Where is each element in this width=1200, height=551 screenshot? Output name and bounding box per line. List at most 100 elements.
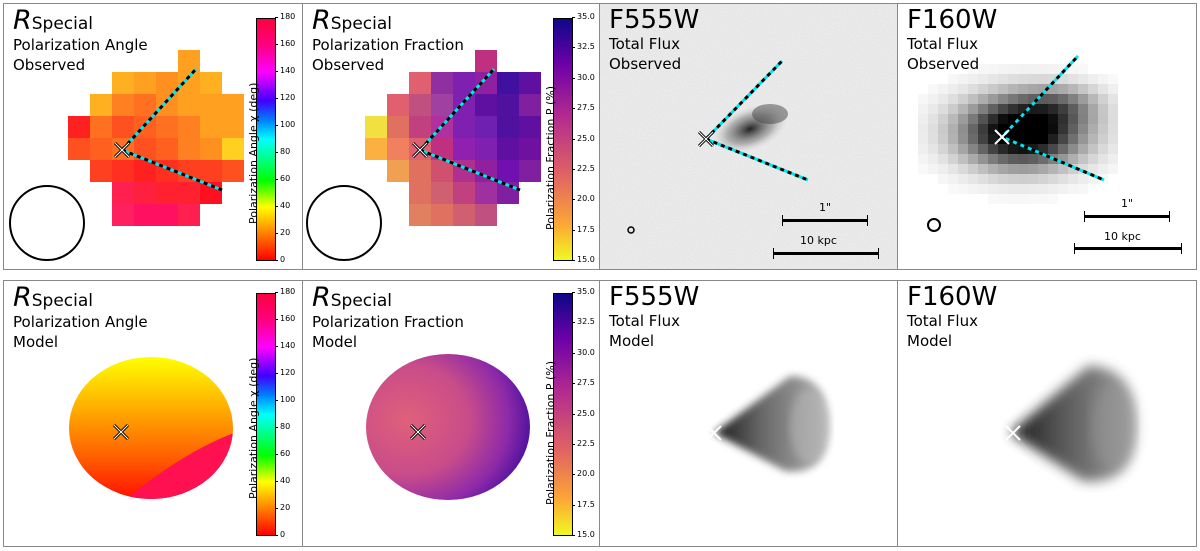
nucleus-marker bbox=[112, 423, 130, 441]
pixel bbox=[1018, 154, 1028, 164]
pixel bbox=[938, 164, 948, 174]
pixel bbox=[998, 164, 1008, 174]
colorbar-tick: 0 bbox=[274, 530, 286, 539]
pixel bbox=[1008, 124, 1018, 134]
pixel bbox=[1068, 94, 1078, 104]
panel-title: RSpecial Polarization Fraction Model bbox=[312, 282, 464, 351]
pixel bbox=[475, 204, 497, 226]
pixel bbox=[387, 94, 409, 116]
pixel bbox=[409, 182, 431, 204]
pixel bbox=[1028, 184, 1038, 194]
pixel bbox=[1058, 184, 1068, 194]
pixel bbox=[988, 104, 998, 114]
colorbar-tick: 15.0 bbox=[572, 255, 595, 264]
pixel bbox=[978, 144, 988, 154]
pixel bbox=[112, 116, 134, 138]
pixel bbox=[998, 154, 1008, 164]
pixel bbox=[431, 204, 453, 226]
pixel bbox=[918, 104, 928, 114]
pixel bbox=[1078, 144, 1088, 154]
pixel bbox=[453, 72, 475, 94]
pixel bbox=[928, 144, 938, 154]
pixel bbox=[497, 116, 519, 138]
pixel bbox=[409, 160, 431, 182]
pixel bbox=[1108, 104, 1118, 114]
pixel bbox=[475, 160, 497, 182]
pixel bbox=[978, 94, 988, 104]
angle-colorbar-label: Polarization Angle χ (deg) bbox=[247, 82, 260, 224]
pixel bbox=[1008, 134, 1018, 144]
pixel bbox=[1028, 114, 1038, 124]
pixel bbox=[1078, 124, 1088, 134]
pixel bbox=[409, 204, 431, 226]
pixel bbox=[948, 174, 958, 184]
pixel bbox=[200, 116, 222, 138]
pixel bbox=[968, 184, 978, 194]
pixel bbox=[431, 94, 453, 116]
pixel bbox=[475, 72, 497, 94]
cone-lines bbox=[704, 59, 809, 182]
pixel bbox=[1108, 84, 1118, 94]
colorbar-tick: 20.0 bbox=[572, 194, 595, 204]
angle-colorbar bbox=[256, 18, 276, 261]
pixel bbox=[928, 164, 938, 174]
pixel bbox=[1008, 144, 1018, 154]
colorbar-tick: 35.0 bbox=[572, 287, 595, 296]
pixel bbox=[178, 116, 200, 138]
colorbar-tick: 25.0 bbox=[572, 133, 595, 143]
pixel bbox=[1098, 144, 1108, 154]
pixel bbox=[938, 154, 948, 164]
panel-title: F160W Total Flux Observed bbox=[907, 5, 998, 73]
pixel bbox=[958, 74, 968, 84]
angle-pixel-map bbox=[9, 50, 244, 261]
pixel bbox=[156, 72, 178, 94]
pixel bbox=[475, 138, 497, 160]
pixel bbox=[1058, 124, 1068, 134]
pixel bbox=[178, 50, 200, 72]
nucleus-marker bbox=[706, 425, 722, 441]
pixel bbox=[918, 114, 928, 124]
pixel bbox=[475, 94, 497, 116]
pixel bbox=[519, 72, 541, 94]
pixel bbox=[1078, 114, 1088, 124]
fraction-colorbar bbox=[553, 18, 573, 261]
pixel bbox=[497, 72, 519, 94]
pixel bbox=[928, 154, 938, 164]
pixel bbox=[222, 160, 244, 182]
pixel bbox=[1098, 74, 1108, 84]
colorbar-tick: 15.0 bbox=[572, 530, 595, 539]
pixel bbox=[134, 72, 156, 94]
pixel bbox=[1108, 134, 1118, 144]
panel-f160w-model: F160W Total Flux Model bbox=[897, 280, 1197, 547]
f160w-image bbox=[918, 54, 1118, 232]
pixel bbox=[1048, 174, 1058, 184]
pixel bbox=[475, 116, 497, 138]
colorbar-tick: 0 bbox=[274, 255, 286, 264]
pixel bbox=[519, 138, 541, 160]
pixel bbox=[1038, 94, 1048, 104]
pixel bbox=[1018, 144, 1028, 154]
pixel bbox=[1008, 154, 1018, 164]
pixel bbox=[1088, 84, 1098, 94]
f160w-model-image bbox=[1005, 366, 1137, 482]
pixel bbox=[1078, 174, 1088, 184]
pixel bbox=[1048, 74, 1058, 84]
pixel bbox=[928, 124, 938, 134]
cone-lines bbox=[120, 67, 223, 192]
pixel bbox=[978, 74, 988, 84]
pixel bbox=[178, 72, 200, 94]
pixel bbox=[1028, 124, 1038, 134]
colorbar-tick: 80 bbox=[274, 422, 291, 431]
pixel bbox=[1068, 164, 1078, 174]
pixel bbox=[968, 74, 978, 84]
scale-arcsec-label: 1" bbox=[819, 201, 832, 214]
pixel bbox=[1098, 104, 1108, 114]
pixel bbox=[1008, 74, 1018, 84]
pixel bbox=[1048, 134, 1058, 144]
pixel bbox=[938, 94, 948, 104]
pixel bbox=[1038, 114, 1048, 124]
pixel bbox=[1088, 104, 1098, 114]
pixel bbox=[475, 50, 497, 72]
beam-ellipse bbox=[306, 185, 382, 261]
pixel bbox=[1028, 104, 1038, 114]
